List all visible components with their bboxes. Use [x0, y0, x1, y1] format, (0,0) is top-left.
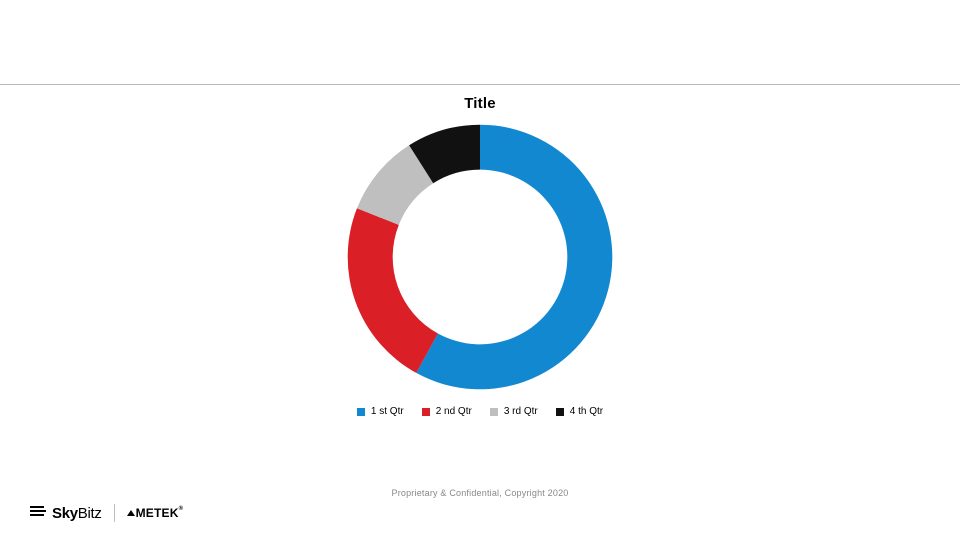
legend-swatch: [490, 408, 498, 416]
skybitz-icon: [30, 506, 46, 520]
ametek-logo: METEK®: [127, 506, 184, 520]
legend-label: 3 rd Qtr: [504, 406, 538, 417]
skybitz-wordmark: SkyBitz: [52, 505, 102, 522]
skybitz-text-light: Bitz: [78, 505, 102, 522]
registered-mark: ®: [179, 506, 184, 512]
legend-label: 4 th Qtr: [570, 406, 603, 417]
brand-logos: SkyBitz METEK®: [30, 504, 183, 522]
legend-item: 1 st Qtr: [357, 406, 404, 417]
donut-svg: [345, 122, 615, 392]
chart-legend: 1 st Qtr 2 nd Qtr 3 rd Qtr 4 th Qtr: [0, 406, 960, 417]
legend-swatch: [422, 408, 430, 416]
header-spacer: [0, 0, 960, 84]
legend-item: 3 rd Qtr: [490, 406, 538, 417]
chart-title: Title: [0, 95, 960, 112]
legend-label: 1 st Qtr: [371, 406, 404, 417]
skybitz-text-bold: Sky: [52, 505, 78, 522]
ametek-text: METEK: [136, 506, 179, 520]
skybitz-logo: SkyBitz: [30, 505, 102, 522]
footer-text: Proprietary & Confidential, Copyright 20…: [0, 488, 960, 498]
donut-chart: [345, 122, 615, 392]
legend-item: 2 nd Qtr: [422, 406, 472, 417]
slide: Title 1 st Qtr 2 nd Qtr 3 rd Qtr 4 th Qtr S…: [0, 0, 960, 540]
footer: SkyBitz METEK® Proprietary & Confidentia…: [0, 488, 960, 518]
legend-swatch: [556, 408, 564, 416]
logo-divider: [114, 504, 115, 522]
header-divider: [0, 84, 960, 85]
ametek-caret-icon: [127, 510, 135, 516]
legend-item: 4 th Qtr: [556, 406, 603, 417]
donut-slice: [348, 208, 438, 373]
legend-label: 2 nd Qtr: [436, 406, 472, 417]
chart-container: Title 1 st Qtr 2 nd Qtr 3 rd Qtr 4 th Qtr: [0, 95, 960, 417]
legend-swatch: [357, 408, 365, 416]
